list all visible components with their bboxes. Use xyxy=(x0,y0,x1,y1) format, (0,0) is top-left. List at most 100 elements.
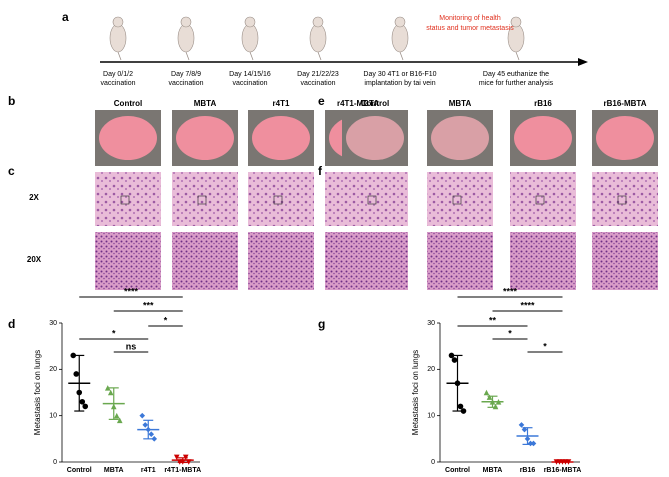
histology-20x xyxy=(248,232,314,290)
zoom-box xyxy=(197,195,207,205)
x-tick-label: r4T1 xyxy=(141,467,156,474)
panel-label: a xyxy=(62,10,69,24)
lung-tissue xyxy=(431,116,489,160)
mouse-tail xyxy=(249,51,254,61)
y-tick-label: 0 xyxy=(53,459,57,466)
histology-2x xyxy=(95,172,161,226)
histology-2x xyxy=(510,172,576,226)
timeline-note: Monitoring of health xyxy=(439,15,501,22)
data-point xyxy=(460,408,467,414)
significance-label: **** xyxy=(503,286,518,296)
y-tick-label: 10 xyxy=(427,413,435,420)
timeline-label: Day 7/8/9 xyxy=(171,71,201,78)
histology-2x xyxy=(592,172,658,226)
lung-tissue xyxy=(514,116,572,160)
significance-label: * xyxy=(543,341,547,351)
data-point xyxy=(104,385,111,391)
mouse-tail xyxy=(117,51,122,61)
magnification: 20X xyxy=(27,255,42,264)
significance-label: ** xyxy=(489,315,497,325)
lung-tissue xyxy=(346,116,404,160)
group-label: Control xyxy=(114,99,142,108)
mouse-icon xyxy=(391,23,409,53)
group-label: r4T1 xyxy=(273,99,290,108)
significance-label: * xyxy=(164,315,168,325)
significance-label: **** xyxy=(124,286,139,296)
group-label: MBTA xyxy=(449,99,472,108)
mouse-icon xyxy=(309,23,327,53)
magnification: 2X xyxy=(29,193,39,202)
mouse-head xyxy=(112,16,124,28)
mouse-head xyxy=(394,16,406,28)
timeline-label: vaccination xyxy=(232,80,267,87)
y-axis-label: Metastasis foci on lungs xyxy=(33,350,42,435)
y-tick-label: 0 xyxy=(431,459,435,466)
y-tick-label: 10 xyxy=(49,413,57,420)
zoom-box xyxy=(120,195,130,205)
timeline-label: Day 0/1/2 xyxy=(103,71,133,78)
data-point xyxy=(521,426,528,433)
data-point xyxy=(483,389,490,396)
zoom-box xyxy=(617,195,627,205)
histology-20x xyxy=(95,232,161,290)
mouse-head xyxy=(510,16,522,28)
timeline-arrow xyxy=(578,58,588,66)
data-point xyxy=(457,403,464,410)
data-point xyxy=(151,436,158,442)
timeline-label: implantation by tai vein xyxy=(364,80,435,87)
data-point xyxy=(448,352,455,359)
timeline-label: vaccination xyxy=(168,80,203,87)
x-tick-label: rB16-MBTA xyxy=(544,467,582,474)
histology-20x xyxy=(342,232,408,290)
timeline-label: mice for further analysis xyxy=(479,80,554,87)
data-point xyxy=(70,352,77,359)
mouse-head xyxy=(312,16,324,28)
data-point xyxy=(79,398,86,405)
histology-2x xyxy=(427,172,493,226)
timeline-label: Day 14/15/16 xyxy=(229,71,271,78)
histology-2x xyxy=(342,172,408,226)
mouse-icon xyxy=(241,23,259,53)
group-label: rB16-MBTA xyxy=(604,99,647,108)
zoom-box xyxy=(452,195,462,205)
significance-label: *** xyxy=(143,300,154,310)
y-axis-label: Metastasis foci on lungs xyxy=(411,350,420,435)
data-point xyxy=(530,440,537,447)
histology-2x xyxy=(248,172,314,226)
x-tick-label: MBTA xyxy=(483,467,503,474)
significance-label: **** xyxy=(520,300,535,310)
mouse-tail xyxy=(317,51,322,61)
x-tick-label: Control xyxy=(445,467,470,474)
timeline-note: status and tumor metastasis xyxy=(426,25,514,32)
mouse-head xyxy=(180,16,192,28)
mouse-icon xyxy=(109,23,127,53)
data-point xyxy=(116,417,123,424)
mouse-tail xyxy=(515,51,520,61)
y-tick-label: 30 xyxy=(49,320,57,327)
group-label: rB16 xyxy=(534,99,552,108)
panel-label: g xyxy=(318,317,325,331)
panel-label: e xyxy=(318,94,325,108)
panel-label: f xyxy=(318,164,323,178)
timeline-label: vaccination xyxy=(300,80,335,87)
histology-20x xyxy=(592,232,658,290)
data-point xyxy=(451,357,458,363)
x-tick-label: rB16 xyxy=(520,467,536,474)
data-point xyxy=(139,412,146,419)
zoom-box xyxy=(367,195,377,205)
mouse-icon xyxy=(177,23,195,53)
data-point xyxy=(148,431,155,437)
group-label: MBTA xyxy=(194,99,217,108)
data-point xyxy=(486,394,493,400)
histology-20x xyxy=(172,232,238,290)
data-point xyxy=(527,440,534,447)
data-point xyxy=(73,371,80,377)
x-tick-label: r4T1-MBTA xyxy=(164,467,201,474)
data-point xyxy=(142,422,149,428)
data-point xyxy=(173,454,180,461)
y-tick-label: 20 xyxy=(427,366,435,373)
lung-tissue xyxy=(252,116,310,160)
lung-tissue xyxy=(596,116,654,160)
panel-label: b xyxy=(8,94,15,108)
